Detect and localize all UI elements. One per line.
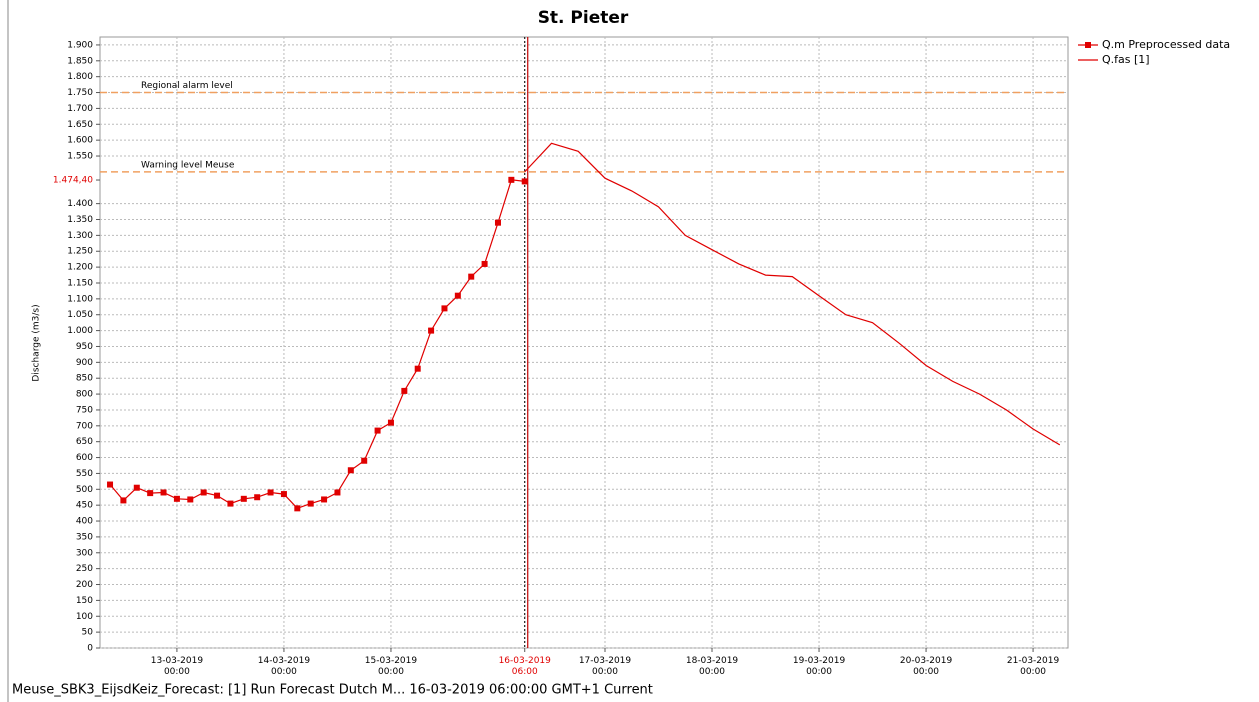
y-tick-label: 1.600 bbox=[67, 136, 93, 146]
data-point bbox=[214, 492, 221, 499]
data-point bbox=[414, 365, 421, 372]
data-point bbox=[441, 305, 448, 312]
x-tick-label: 19-03-2019 00:00 bbox=[793, 656, 846, 677]
x-tick-label: 16-03-2019 06:00 bbox=[499, 656, 552, 677]
legend-label: Q.fas [1] bbox=[1102, 53, 1150, 66]
y-tick-label: 1.650 bbox=[67, 120, 93, 130]
y-tick-label: 700 bbox=[76, 421, 93, 431]
data-point bbox=[521, 178, 528, 185]
y-tick-label: 1.150 bbox=[67, 278, 93, 288]
y-tick-label: 850 bbox=[76, 374, 93, 384]
x-tick-label: 15-03-2019 00:00 bbox=[365, 656, 418, 677]
data-point bbox=[361, 457, 368, 464]
y-tick-label: 50 bbox=[82, 628, 94, 638]
data-point bbox=[240, 495, 247, 502]
series-line bbox=[524, 142, 1061, 446]
data-point bbox=[321, 496, 328, 503]
data-point bbox=[307, 500, 314, 507]
y-tick-label: 1.200 bbox=[67, 263, 93, 273]
data-point bbox=[120, 497, 127, 504]
x-tick-label: 17-03-2019 00:00 bbox=[579, 656, 632, 677]
y-tick-label: 100 bbox=[76, 612, 93, 622]
y-tick-label: 550 bbox=[76, 469, 93, 479]
y-tick-label: 1.750 bbox=[67, 88, 93, 98]
y-tick-label: 1.550 bbox=[67, 152, 93, 162]
data-point bbox=[508, 176, 515, 183]
chart-title: St. Pieter bbox=[538, 8, 629, 28]
data-point bbox=[254, 494, 261, 501]
y-tick-label: 250 bbox=[76, 564, 93, 574]
plot-area bbox=[99, 36, 1069, 649]
y-tick-label: 1.300 bbox=[67, 231, 93, 241]
y-axis-label: Discharge (m3/s) bbox=[32, 304, 42, 381]
y-tick-label: 900 bbox=[76, 358, 93, 368]
footer: Meuse_SBK3_EijsdKeiz_Forecast: [1] Run F… bbox=[12, 683, 653, 698]
y-tick-label: 1.900 bbox=[67, 40, 93, 50]
reference-label: Warning level Meuse bbox=[141, 160, 235, 170]
reference-label: Regional alarm level bbox=[141, 81, 233, 91]
y-tick-label: 500 bbox=[76, 485, 93, 495]
data-point bbox=[200, 489, 207, 496]
x-tick-label: 20-03-2019 00:00 bbox=[900, 656, 953, 677]
data-point bbox=[280, 491, 287, 498]
y-tick-label: 0 bbox=[87, 644, 93, 654]
x-tick-label: 21-03-2019 00:00 bbox=[1007, 656, 1060, 677]
data-point bbox=[107, 481, 114, 488]
x-tick-label: 13-03-2019 00:00 bbox=[151, 656, 204, 677]
data-point bbox=[428, 327, 435, 334]
data-point bbox=[294, 505, 301, 512]
y-tick-label: 300 bbox=[76, 548, 93, 558]
y-tick-label: 800 bbox=[76, 390, 93, 400]
data-point bbox=[494, 219, 501, 226]
y-tick-label: 1.350 bbox=[67, 215, 93, 225]
data-point bbox=[401, 387, 408, 394]
y-tick-label: 1.100 bbox=[67, 294, 93, 304]
data-point bbox=[387, 419, 394, 426]
y-tick-label: 1.850 bbox=[67, 56, 93, 66]
data-point bbox=[147, 490, 154, 497]
data-point bbox=[374, 427, 381, 434]
y-tick-label: 1.400 bbox=[67, 199, 93, 209]
legend-label: Q.m Preprocessed data bbox=[1102, 38, 1230, 51]
y-tick-label: 1.700 bbox=[67, 104, 93, 114]
data-point bbox=[347, 467, 354, 474]
y-tick-label: 750 bbox=[76, 405, 93, 415]
data-point bbox=[454, 292, 461, 299]
current-value-label: 1.474,40 bbox=[53, 176, 93, 186]
y-tick-label: 1.250 bbox=[67, 247, 93, 257]
x-tick-label: 14-03-2019 00:00 bbox=[258, 656, 311, 677]
y-tick-label: 600 bbox=[76, 453, 93, 463]
data-point bbox=[187, 496, 194, 503]
data-point bbox=[267, 489, 274, 496]
y-tick-label: 200 bbox=[76, 580, 93, 590]
data-point bbox=[468, 273, 475, 280]
data-point bbox=[133, 484, 140, 491]
y-tick-label: 450 bbox=[76, 501, 93, 511]
y-tick-label: 950 bbox=[76, 342, 93, 352]
data-point bbox=[160, 489, 167, 496]
y-tick-label: 150 bbox=[76, 596, 93, 606]
y-tick-label: 1.800 bbox=[67, 72, 93, 82]
data-point bbox=[334, 489, 341, 496]
data-point bbox=[481, 260, 488, 267]
series-line bbox=[109, 179, 525, 509]
legend-marker bbox=[1085, 42, 1091, 48]
x-tick-label: 18-03-2019 00:00 bbox=[686, 656, 739, 677]
y-tick-label: 1.000 bbox=[67, 326, 93, 336]
data-point bbox=[173, 495, 180, 502]
y-tick-label: 650 bbox=[76, 437, 93, 447]
data-point bbox=[227, 500, 234, 507]
y-tick-label: 1.050 bbox=[67, 310, 93, 320]
y-tick-label: 400 bbox=[76, 517, 93, 527]
y-tick-label: 350 bbox=[76, 532, 93, 542]
